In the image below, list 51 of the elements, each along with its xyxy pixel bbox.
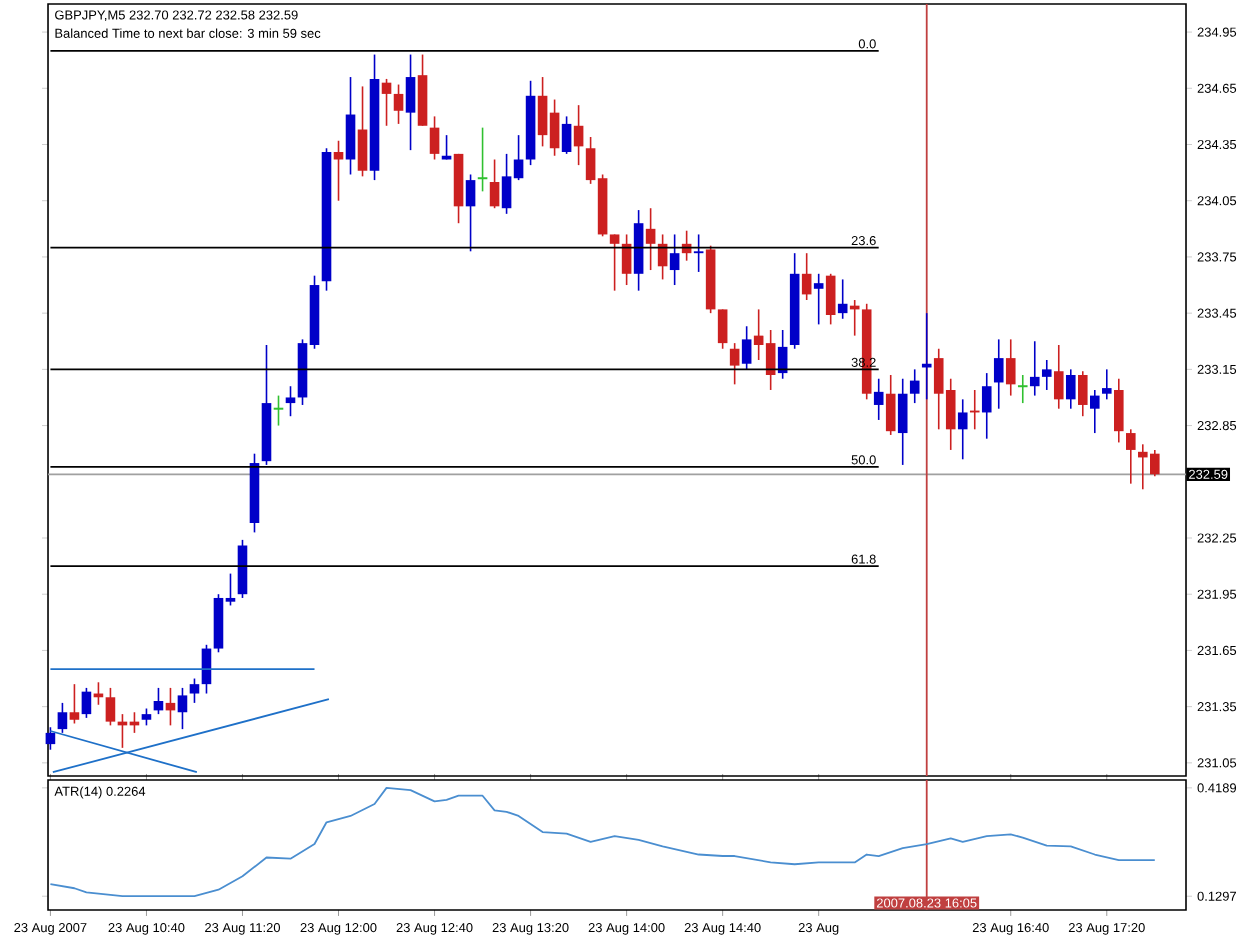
candlestick <box>429 115 440 161</box>
candlestick <box>897 377 908 466</box>
candlestick <box>885 374 896 436</box>
candlestick <box>1005 338 1016 397</box>
candlestick <box>837 278 848 320</box>
candlestick <box>957 398 968 461</box>
candlestick <box>609 233 620 292</box>
candlestick <box>1101 368 1112 401</box>
candlestick <box>669 233 680 286</box>
candlestick <box>57 702 68 734</box>
candlestick <box>1029 340 1040 397</box>
candlestick <box>476 126 489 193</box>
candlestick <box>645 207 656 271</box>
candlestick <box>189 677 200 704</box>
candlestick <box>909 368 920 404</box>
candlestick <box>981 372 992 440</box>
candlestick <box>69 683 80 725</box>
candlestick <box>801 252 812 301</box>
candlestick <box>1077 370 1088 418</box>
candlestick <box>717 308 728 350</box>
candlestick <box>345 76 356 176</box>
candlestick <box>1113 377 1124 444</box>
candlestick <box>729 342 740 386</box>
candlestick <box>873 377 884 421</box>
candlestick <box>81 687 92 719</box>
candlestick <box>45 726 56 751</box>
candlestick <box>489 158 500 210</box>
candlestick <box>573 104 584 166</box>
candlestick <box>1016 374 1029 404</box>
candlestick <box>393 83 404 125</box>
candlestick <box>1125 428 1136 485</box>
candlestick <box>993 338 1004 410</box>
candlestick <box>1041 359 1052 391</box>
candlestick <box>1065 368 1076 410</box>
candlestick <box>405 53 416 151</box>
candlestick <box>105 687 116 727</box>
candlestick <box>381 78 392 127</box>
candlestick <box>561 115 572 155</box>
candlestick <box>825 272 836 326</box>
candlestick <box>357 85 368 178</box>
candlestick <box>465 173 476 253</box>
candlestick <box>741 325 752 371</box>
candlestick <box>153 687 164 715</box>
candlestick <box>272 394 285 427</box>
candlestick <box>813 272 824 326</box>
candlestick <box>285 385 296 418</box>
candlestick <box>1053 344 1064 410</box>
candlestick <box>693 233 704 273</box>
candlestick <box>1089 389 1100 434</box>
candlestick <box>621 233 632 286</box>
candlestick <box>177 687 188 730</box>
